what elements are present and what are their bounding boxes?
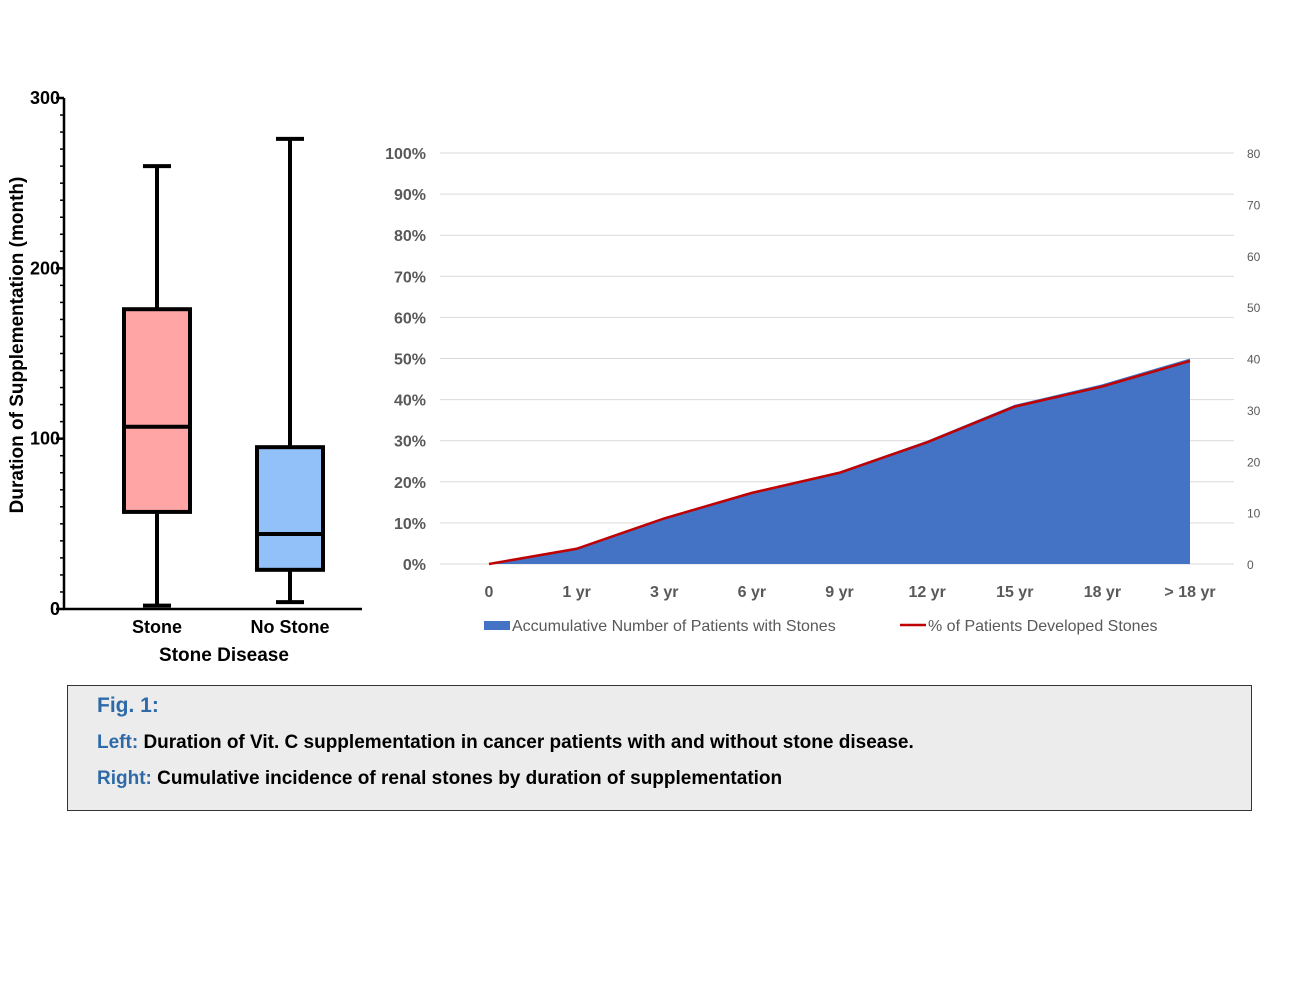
right-axis-tick-label: 60 [1247,250,1261,264]
right-axis-tick-label: 10 [1247,507,1261,521]
x-tick-label: 18 yr [1084,584,1121,601]
right-axis-tick-label: 20 [1247,455,1261,469]
box-plot-y-ticks: 0 100 200 300 [30,88,64,619]
left-axis-tick-label: 40% [394,393,426,410]
right-axis-tick-label: 0 [1247,558,1254,572]
box-no-stone: No Stone [251,136,330,637]
right-axis-tick-label: 80 [1247,147,1261,161]
caption-left-line: Left: Duration of Vit. C supplementation… [97,732,914,754]
box-plot-boxes: Stone No Stone [122,136,330,637]
x-tick-label: 3 yr [650,584,678,601]
box-plot-category-label: Stone [132,617,182,637]
x-tick-label: 9 yr [825,584,853,601]
figure-caption: Fig. 1: Left: Duration of Vit. C supplem… [67,685,1252,811]
left-axis-tick-label: 20% [394,475,426,492]
box-stone: Stone [122,164,192,637]
caption-left-text: Duration of Vit. C supplementation in ca… [143,732,914,753]
box-plot-minor-ticks [60,114,64,593]
caption-left-key: Left: [97,732,139,753]
x-tick-label: 6 yr [738,584,766,601]
x-tick-label: 0 [485,584,494,601]
caption-right-line: Right: Cumulative incidence of renal sto… [97,768,782,790]
right-axis-tick-label: 50 [1247,301,1261,315]
box-plot-y-tick-label: 0 [50,599,60,619]
left-axis-tick-label: 80% [394,228,426,245]
caption-title: Fig. 1: [97,694,159,717]
left-axis-tick-label: 30% [394,434,426,451]
left-axis-tick-label: 0% [403,557,426,574]
right-axis-tick-label: 70 [1247,198,1261,212]
left-axis-tick-label: 10% [394,516,426,533]
left-axis-tick-label: 60% [394,310,426,327]
box-plot-category-label: No Stone [251,617,330,637]
box-plot-y-axis-title: Duration of Supplementation (month) [7,177,28,514]
area-chart-x-ticks: 0 1 yr 3 yr 6 yr 9 yr 12 yr 15 yr 18 yr > 18 yr [485,584,1216,601]
x-tick-label: 15 yr [996,584,1033,601]
area-series-accumulative-patients [489,358,1190,564]
x-tick-label: > 18 yr [1164,584,1215,601]
right-axis-tick-label: 30 [1247,404,1261,418]
iqr-box [122,307,192,514]
left-axis-tick-label: 70% [394,269,426,286]
box-plot-y-tick-label: 100 [30,429,60,449]
area-chart-left-axis-ticks: 0% 10% 20% 30% 40% 50% 60% 70% 80% 90% 100% [385,146,426,574]
area-chart-right-axis-ticks: 0 10 20 30 40 50 60 70 80 [1247,147,1261,572]
legend-label-area: Accumulative Number of Patients with Sto… [512,618,836,635]
caption-right-key: Right: [97,768,152,789]
chart-legend: Accumulative Number of Patients with Sto… [484,618,1157,635]
left-axis-tick-label: 100% [385,146,426,163]
x-tick-label: 12 yr [908,584,945,601]
right-axis-tick-label: 40 [1247,353,1261,367]
line-series-percent-patients [488,359,1191,566]
x-tick-label: 1 yr [562,584,590,601]
left-axis-tick-label: 90% [394,187,426,204]
box-plot-x-axis-title: Stone Disease [159,645,289,666]
box-plot-y-tick-label: 200 [30,258,60,278]
box-plot-chart: 0 100 200 300 Stone No Stone Duration of Sup… [7,88,362,666]
caption-right-text: Cumulative incidence of renal stones by … [157,768,783,789]
iqr-box [255,445,325,572]
area-line-chart: 0% 10% 20% 30% 40% 50% 60% 70% 80% 90% 100% 0 10 20 3… [385,146,1261,635]
legend-swatch-area [484,621,510,630]
left-axis-tick-label: 50% [394,352,426,369]
box-plot-y-tick-label: 300 [30,88,60,108]
legend-label-line: % of Patients Developed Stones [928,618,1157,635]
